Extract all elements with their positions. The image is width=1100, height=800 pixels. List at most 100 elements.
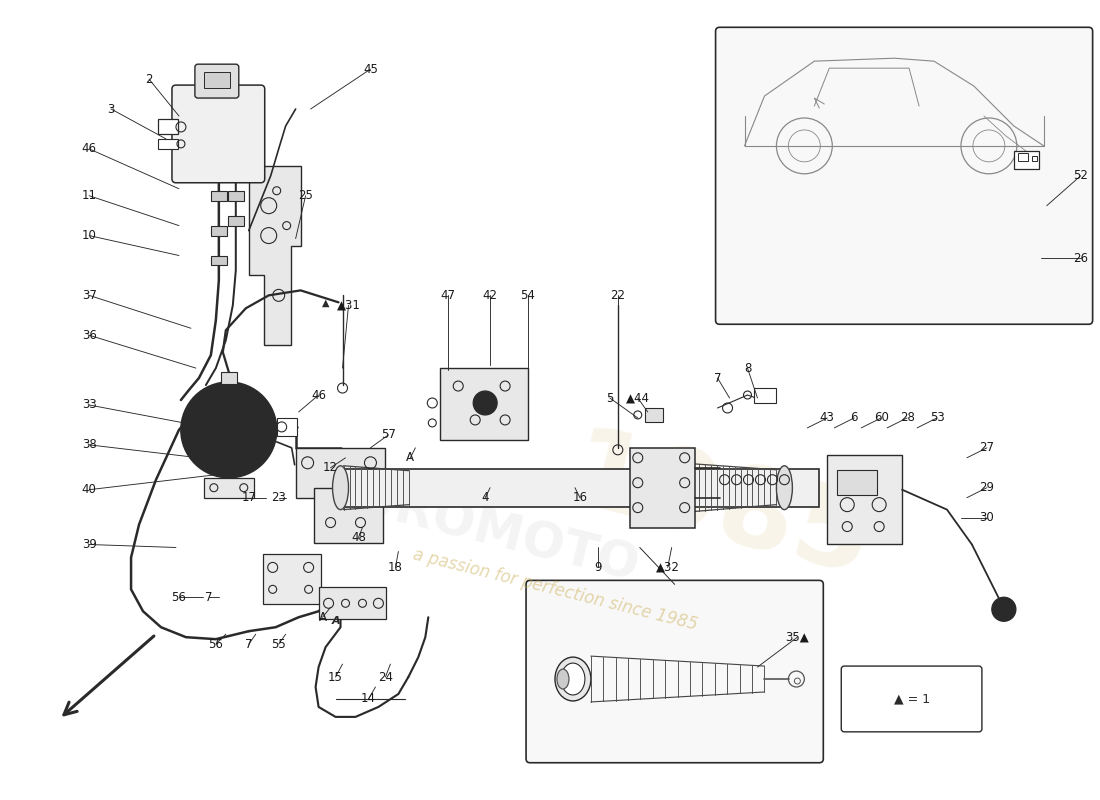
Text: 35▲: 35▲ — [785, 630, 810, 644]
Text: ▲32: ▲32 — [656, 561, 680, 574]
Text: 29: 29 — [979, 481, 994, 494]
Bar — [221, 372, 236, 384]
Bar — [158, 119, 178, 134]
Text: 27: 27 — [979, 442, 994, 454]
Bar — [339, 469, 820, 506]
Text: 47: 47 — [441, 289, 455, 302]
Text: A: A — [406, 451, 415, 464]
Text: 48: 48 — [351, 531, 366, 544]
Text: a passion for perfection since 1985: a passion for perfection since 1985 — [410, 545, 700, 634]
Text: 60: 60 — [873, 411, 889, 425]
Bar — [204, 478, 254, 498]
Text: 54: 54 — [520, 289, 536, 302]
Text: 8: 8 — [744, 362, 751, 374]
Circle shape — [473, 391, 497, 415]
Ellipse shape — [561, 663, 585, 695]
FancyBboxPatch shape — [526, 580, 823, 762]
Text: 36: 36 — [81, 329, 97, 342]
Text: 30: 30 — [979, 511, 994, 524]
FancyBboxPatch shape — [842, 666, 982, 732]
Text: 5: 5 — [606, 391, 614, 405]
Text: 12: 12 — [323, 462, 338, 474]
Text: 1985: 1985 — [557, 420, 882, 599]
Text: 2: 2 — [145, 73, 153, 86]
Bar — [1014, 151, 1038, 169]
Text: 14: 14 — [361, 693, 376, 706]
Circle shape — [992, 598, 1015, 622]
Bar — [630, 448, 694, 527]
Text: 26: 26 — [1074, 252, 1088, 265]
Circle shape — [214, 415, 243, 444]
Text: 52: 52 — [1074, 170, 1088, 182]
Text: 6: 6 — [850, 411, 858, 425]
Text: 24: 24 — [378, 670, 393, 683]
Text: 33: 33 — [81, 398, 97, 411]
Text: 37: 37 — [81, 289, 97, 302]
Text: ▲: ▲ — [322, 298, 329, 307]
Bar — [277, 418, 297, 436]
FancyBboxPatch shape — [195, 64, 239, 98]
Bar — [314, 488, 384, 542]
Text: 7: 7 — [714, 371, 722, 385]
Text: 11: 11 — [81, 190, 97, 202]
FancyBboxPatch shape — [172, 85, 265, 182]
Text: 55: 55 — [272, 638, 286, 650]
Bar — [319, 587, 386, 619]
Bar — [755, 388, 777, 403]
FancyBboxPatch shape — [716, 27, 1092, 324]
Text: 18: 18 — [388, 561, 403, 574]
Bar — [211, 255, 227, 266]
Text: 7: 7 — [205, 591, 212, 604]
Bar — [211, 226, 227, 235]
Bar — [645, 408, 662, 422]
Bar — [296, 448, 385, 498]
Bar — [211, 190, 227, 201]
Text: 28: 28 — [900, 411, 914, 425]
Text: 40: 40 — [81, 483, 97, 496]
Bar — [827, 455, 902, 545]
Text: 25: 25 — [298, 190, 314, 202]
Bar — [837, 470, 877, 494]
Ellipse shape — [557, 669, 569, 689]
Text: A: A — [331, 616, 340, 626]
Text: A: A — [319, 610, 327, 624]
Bar — [228, 216, 244, 226]
Text: 7: 7 — [245, 638, 253, 650]
Ellipse shape — [332, 466, 349, 510]
Text: EUROMOTO: EUROMOTO — [317, 467, 644, 592]
Text: 46: 46 — [81, 142, 97, 155]
Text: 9: 9 — [594, 561, 602, 574]
Text: 4: 4 — [482, 491, 488, 504]
Ellipse shape — [777, 466, 792, 510]
Text: 23: 23 — [272, 491, 286, 504]
Polygon shape — [249, 166, 300, 345]
Text: 42: 42 — [483, 289, 497, 302]
Text: 16: 16 — [572, 491, 587, 504]
Text: 57: 57 — [381, 428, 396, 442]
Text: 46: 46 — [311, 389, 326, 402]
Text: 38: 38 — [81, 438, 97, 451]
Text: ▲31: ▲31 — [337, 299, 361, 312]
Bar — [228, 190, 244, 201]
Text: 43: 43 — [820, 411, 835, 425]
Circle shape — [180, 382, 277, 478]
Ellipse shape — [556, 657, 591, 701]
Bar — [1032, 156, 1037, 161]
Bar — [440, 368, 528, 440]
Bar — [263, 554, 320, 604]
Bar — [204, 72, 230, 88]
Text: 45: 45 — [363, 62, 378, 76]
Text: 3: 3 — [108, 102, 114, 115]
Text: 17: 17 — [241, 491, 256, 504]
Text: ▲44: ▲44 — [626, 391, 650, 405]
Text: 10: 10 — [81, 229, 97, 242]
Text: 56: 56 — [172, 591, 186, 604]
Text: 39: 39 — [81, 538, 97, 551]
Bar — [158, 139, 178, 149]
Text: 56: 56 — [208, 638, 223, 650]
Text: 15: 15 — [328, 670, 343, 683]
Text: 53: 53 — [930, 411, 945, 425]
Text: ▲ = 1: ▲ = 1 — [893, 693, 930, 706]
Bar — [1018, 153, 1027, 161]
Text: 22: 22 — [610, 289, 625, 302]
